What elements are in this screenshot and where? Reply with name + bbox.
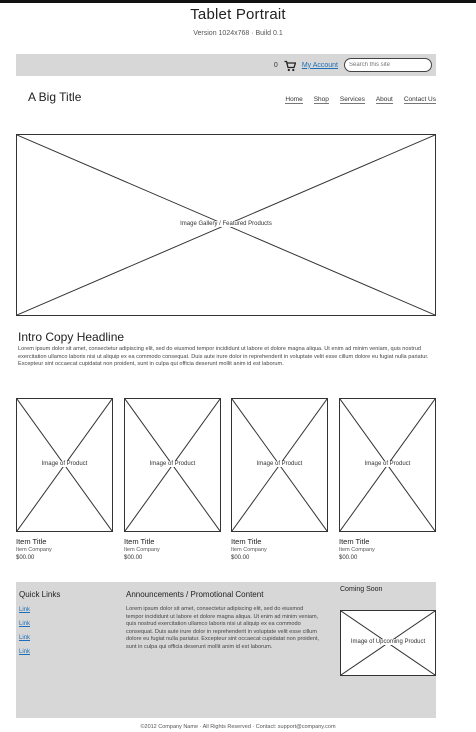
intro-headline: Intro Copy Headline	[18, 330, 125, 344]
quick-link[interactable]: Link	[19, 607, 31, 613]
product-price: $00.00	[231, 555, 250, 561]
account-link[interactable]: My Account	[301, 61, 338, 69]
product-image-label: Image of Product	[147, 461, 198, 467]
product-grid: Image of Product Item Title Item Company…	[16, 398, 436, 568]
product-title[interactable]: Item Title	[339, 537, 370, 546]
quick-link[interactable]: Link	[19, 649, 31, 655]
product-company: Item Company	[339, 547, 375, 553]
product-image-placeholder[interactable]: Image of Product	[16, 398, 113, 532]
product-card[interactable]: Image of Product Item Title Item Company…	[16, 398, 113, 561]
coming-soon-label: Image of Upcoming Product	[348, 639, 428, 645]
page-subtitle: Version 1024x768 · Build 0.1	[193, 30, 283, 37]
nav-item-about[interactable]: About	[375, 96, 393, 104]
cart-count: 0	[273, 61, 278, 69]
utility-row: 0 My Account	[274, 57, 432, 73]
page-title: Tablet Portrait	[190, 6, 286, 23]
product-image-label: Image of Product	[254, 461, 305, 467]
product-company: Item Company	[231, 547, 267, 553]
quick-link[interactable]: Link	[19, 635, 31, 641]
coming-soon-image-placeholder[interactable]: Image of Upcoming Product	[340, 610, 436, 676]
main-nav: Home Shop Services About Contact Us	[285, 96, 436, 104]
intro-body: Lorem ipsum dolor sit amet, consectetur …	[18, 346, 429, 367]
product-image-placeholder[interactable]: Image of Product	[231, 398, 328, 532]
cart-icon[interactable]	[284, 59, 297, 72]
product-company: Item Company	[16, 547, 52, 553]
announcements-body: Lorem ipsum dolor sit amet, consectetur …	[126, 606, 320, 650]
search-input[interactable]	[344, 58, 432, 72]
product-card[interactable]: Image of Product Item Title Item Company…	[124, 398, 221, 561]
product-title[interactable]: Item Title	[16, 537, 47, 546]
product-company: Item Company	[124, 547, 160, 553]
hero-label: Image Gallery / Featured Products	[178, 221, 274, 227]
quick-link[interactable]: Link	[19, 621, 31, 627]
hero-image-placeholder[interactable]: Image Gallery / Featured Products	[16, 134, 436, 316]
product-price: $00.00	[16, 555, 35, 561]
top-border	[0, 0, 476, 3]
coming-soon-title: Coming Soon	[340, 586, 383, 593]
nav-item-shop[interactable]: Shop	[313, 96, 329, 104]
nav-item-services[interactable]: Services	[339, 96, 365, 104]
nav-item-home[interactable]: Home	[285, 96, 303, 104]
product-image-label: Image of Product	[39, 461, 90, 467]
product-price: $00.00	[124, 555, 143, 561]
nav-item-contact[interactable]: Contact Us	[403, 96, 436, 104]
product-title[interactable]: Item Title	[124, 537, 155, 546]
product-price: $00.00	[339, 555, 358, 561]
copyright-text: ©2012 Company Name · All Rights Reserved…	[140, 724, 336, 730]
site-title[interactable]: A Big Title	[28, 90, 82, 104]
product-card[interactable]: Image of Product Item Title Item Company…	[339, 398, 436, 561]
product-image-label: Image of Product	[362, 461, 413, 467]
product-title[interactable]: Item Title	[231, 537, 262, 546]
quick-links-title: Quick Links	[19, 590, 61, 599]
utility-bar: 0 My Account	[16, 54, 436, 76]
quick-links-list: Link Link Link Link	[19, 607, 30, 663]
product-card[interactable]: Image of Product Item Title Item Company…	[231, 398, 328, 561]
footer-panel: Quick Links Link Link Link Link Announce…	[16, 582, 436, 718]
product-image-placeholder[interactable]: Image of Product	[339, 398, 436, 532]
announcements-title: Announcements / Promotional Content	[126, 590, 264, 599]
product-image-placeholder[interactable]: Image of Product	[124, 398, 221, 532]
